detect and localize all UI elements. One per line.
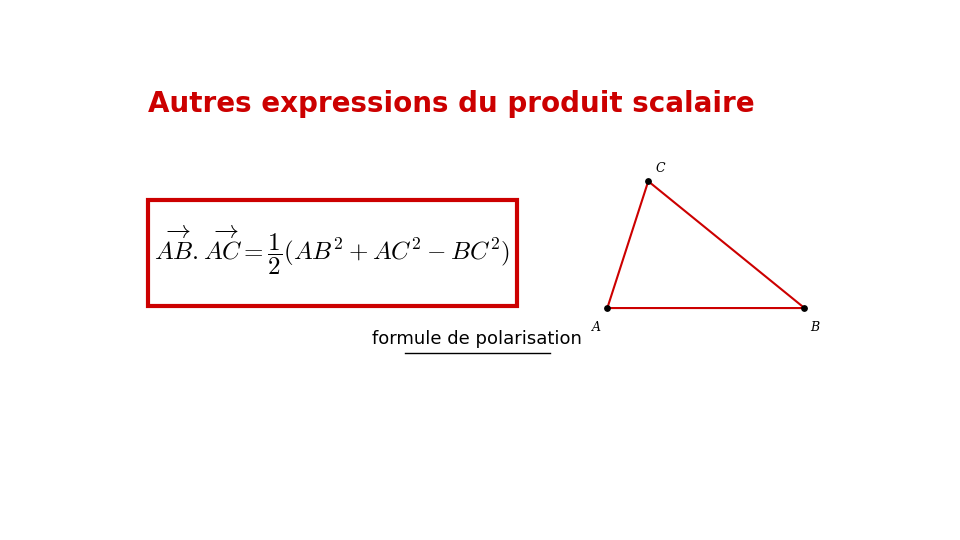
Text: formule de polarisation: formule de polarisation xyxy=(372,330,582,348)
Text: C: C xyxy=(656,162,665,175)
Point xyxy=(797,303,812,312)
Text: A: A xyxy=(592,321,601,334)
Text: B: B xyxy=(810,321,820,334)
Point xyxy=(640,177,656,186)
Point xyxy=(600,303,615,312)
Text: $\overrightarrow{AB}.\overrightarrow{AC} = \dfrac{1}{2}(AB^2 + AC^2 - BC^2)$: $\overrightarrow{AB}.\overrightarrow{AC}… xyxy=(155,223,510,276)
FancyBboxPatch shape xyxy=(148,200,516,306)
Text: Autres expressions du produit scalaire: Autres expressions du produit scalaire xyxy=(148,90,755,118)
